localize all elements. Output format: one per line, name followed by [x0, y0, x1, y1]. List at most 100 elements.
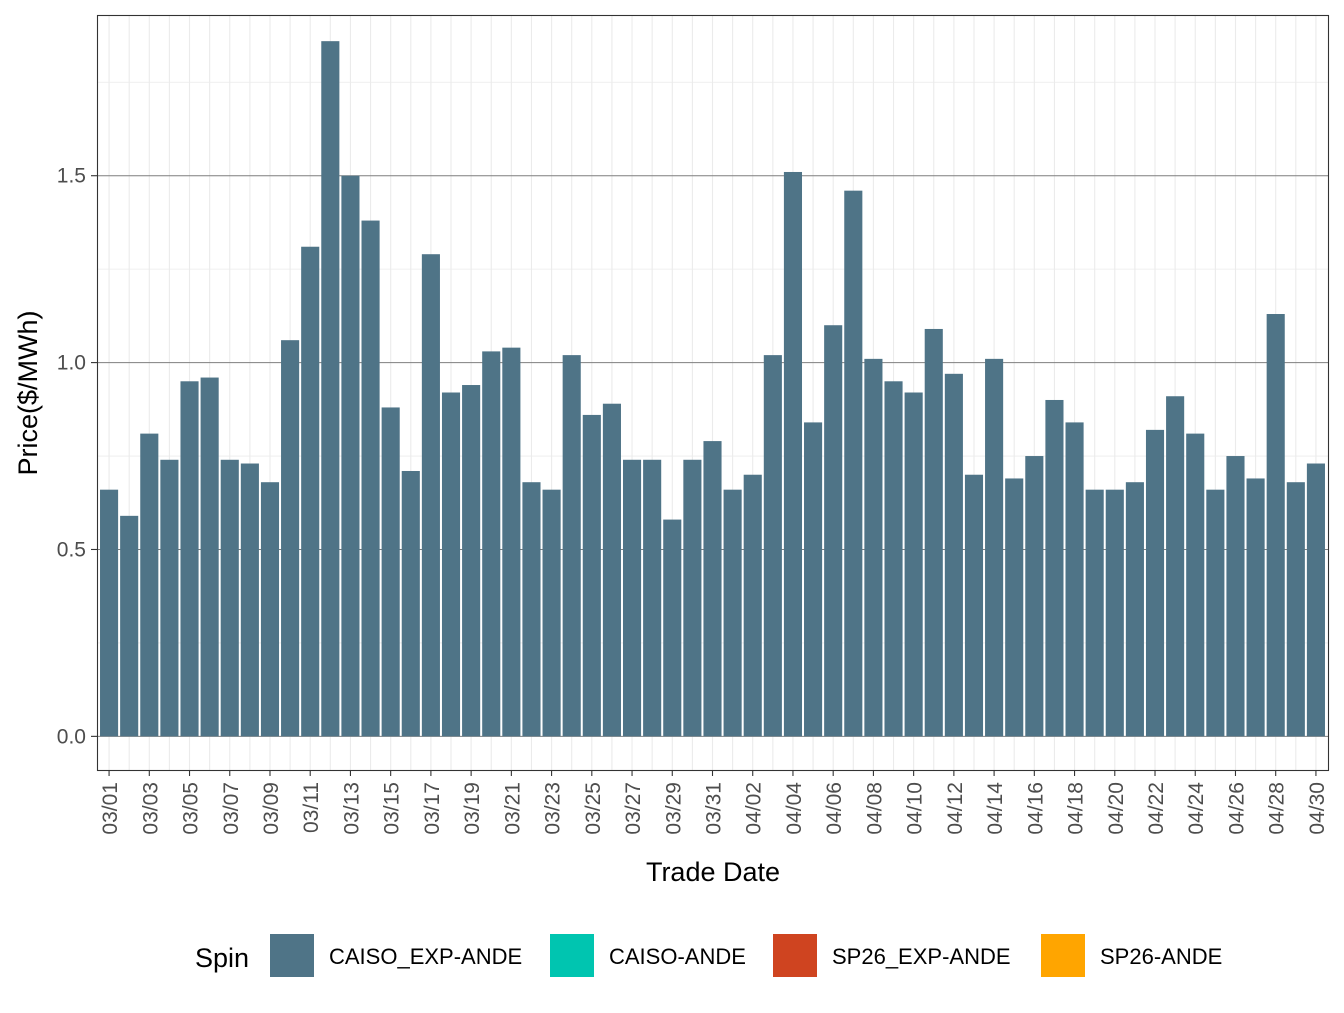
bar	[622, 459, 642, 737]
legend-label: SP26_EXP-ANDE	[832, 944, 1011, 969]
x-tick-label: 03/25	[582, 782, 605, 835]
x-tick-label: 03/31	[703, 782, 726, 835]
bar	[180, 381, 199, 737]
bar	[160, 459, 179, 737]
bar	[1145, 429, 1165, 737]
legend-label: CAISO_EXP-ANDE	[329, 944, 522, 969]
legend-title: Spin	[195, 943, 249, 973]
bar	[864, 358, 883, 737]
bar	[944, 373, 963, 737]
bar	[341, 175, 360, 737]
bar	[502, 347, 521, 737]
x-tick-label: 03/15	[381, 782, 404, 835]
bar	[643, 459, 662, 737]
bar	[1266, 314, 1285, 737]
x-tick-label: 03/29	[662, 782, 685, 835]
bar	[1246, 478, 1265, 737]
y-tick-label: 1.0	[57, 352, 86, 375]
x-tick-label: 04/20	[1105, 782, 1128, 835]
bar	[723, 489, 742, 737]
x-tick-label: 04/22	[1145, 782, 1168, 835]
bar	[240, 463, 259, 737]
x-tick-label: 04/08	[863, 782, 886, 835]
bar	[120, 515, 139, 737]
legend-swatch	[773, 934, 817, 977]
bar	[924, 328, 943, 737]
bar	[200, 377, 219, 737]
bar	[763, 355, 782, 737]
bar	[281, 340, 300, 737]
bar	[361, 220, 380, 737]
bar	[421, 254, 440, 737]
x-tick-label: 03/01	[99, 782, 122, 835]
bar	[1005, 478, 1024, 737]
bar	[804, 422, 823, 737]
bar	[441, 392, 461, 737]
bar	[1286, 482, 1305, 737]
bar	[562, 355, 581, 737]
bar	[522, 482, 541, 737]
bar	[100, 489, 119, 737]
x-axis: 03/01 03/03 03/05 03/07 03/09 03/11 03/13 03/15…	[99, 770, 1329, 835]
bar	[1105, 489, 1124, 737]
bar	[401, 470, 420, 737]
bar	[964, 474, 984, 737]
x-tick-label: 04/28	[1266, 782, 1289, 835]
x-tick-label: 04/10	[904, 782, 927, 835]
legend-label: SP26-ANDE	[1100, 944, 1222, 969]
bar	[904, 392, 923, 737]
x-tick-label: 04/02	[743, 782, 766, 835]
x-tick-label: 03/13	[340, 782, 363, 835]
x-tick-label: 03/21	[501, 782, 524, 835]
x-axis-title: Trade Date	[646, 857, 780, 887]
x-tick-label: 03/07	[220, 782, 243, 835]
x-tick-label: 03/27	[622, 782, 645, 835]
bar	[482, 351, 501, 737]
bar	[703, 441, 722, 737]
bar	[663, 519, 682, 737]
x-tick-label: 03/19	[461, 782, 484, 835]
bar	[542, 489, 561, 737]
x-tick-label: 04/16	[1024, 782, 1047, 835]
x-tick-label: 04/06	[823, 782, 846, 835]
x-tick-label: 04/12	[944, 782, 967, 835]
legend: Spin CAISO_EXP-ANDE CAISO-ANDE SP26_EXP-AN…	[195, 934, 1222, 977]
bar	[301, 246, 320, 737]
legend-swatch	[1041, 934, 1085, 977]
y-tick-label: 1.5	[57, 165, 86, 188]
x-tick-label: 03/05	[180, 782, 203, 835]
x-tick-label: 03/03	[139, 782, 162, 835]
bar	[783, 171, 803, 737]
x-tick-label: 04/04	[783, 782, 806, 835]
bar	[884, 381, 903, 737]
bar	[1306, 463, 1325, 737]
y-axis: 0.0 0.5 1.0 1.5	[57, 165, 97, 748]
y-tick-label: 0.5	[57, 538, 86, 561]
bar	[1166, 396, 1185, 737]
bar	[985, 358, 1004, 737]
bar	[824, 325, 843, 737]
x-tick-label: 04/30	[1306, 782, 1329, 835]
x-tick-label: 03/11	[300, 782, 323, 833]
bars	[100, 41, 1325, 737]
legend-swatch	[550, 934, 594, 977]
bar	[1045, 399, 1064, 737]
bar	[260, 482, 280, 737]
bar	[602, 403, 621, 737]
bar	[321, 41, 340, 737]
legend-label: CAISO-ANDE	[609, 944, 746, 969]
y-tick-label: 0.0	[57, 725, 86, 748]
y-axis-title: Price($/MWh)	[13, 310, 43, 475]
bar	[743, 474, 762, 737]
x-tick-label: 04/24	[1185, 782, 1208, 835]
bar	[844, 190, 863, 737]
bar	[1186, 433, 1205, 737]
x-tick-label: 03/23	[542, 782, 565, 835]
x-tick-label: 04/26	[1225, 782, 1248, 835]
x-tick-label: 03/09	[260, 782, 283, 835]
bar	[140, 433, 159, 737]
bar	[1226, 456, 1245, 737]
bar	[582, 414, 601, 737]
